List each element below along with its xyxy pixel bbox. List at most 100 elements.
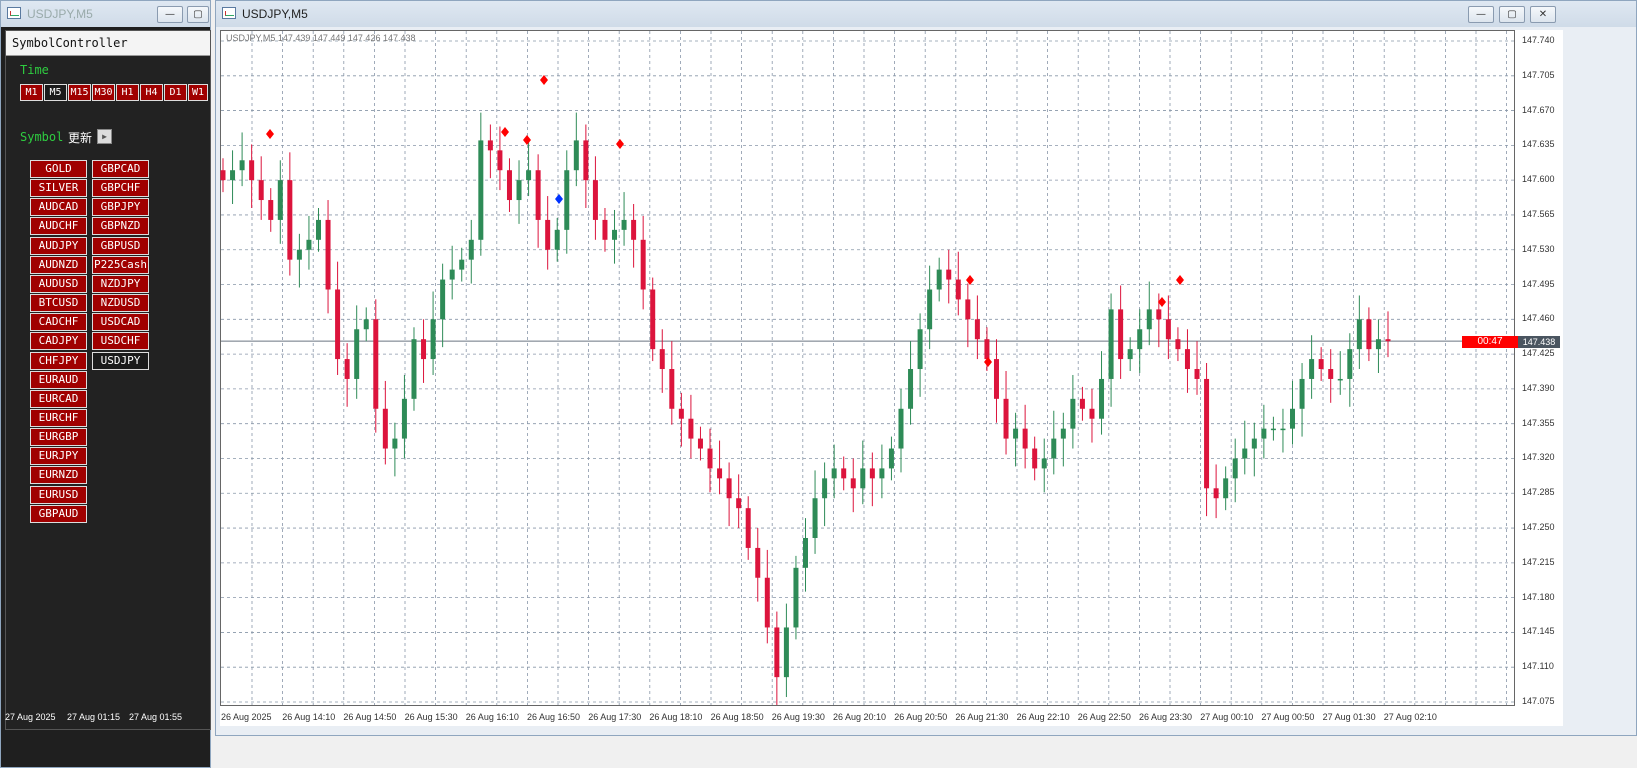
price-tick-label: 147.355	[1522, 417, 1555, 428]
symbol-button-gbpchf[interactable]: GBPCHF	[92, 179, 149, 198]
price-tick-label: 147.145	[1522, 626, 1555, 637]
timeframe-button-h4[interactable]: H4	[140, 84, 163, 101]
symbol-button-gbpjpy[interactable]: GBPJPY	[92, 198, 149, 217]
time-tick-label: 26 Aug 18:10	[649, 712, 703, 722]
symbol-button-chfjpy[interactable]: CHFJPY	[30, 351, 87, 370]
price-tick-label: 147.180	[1522, 591, 1555, 602]
symbol-controller-panel: SymbolController Time M1 M5 M15 M30 H1 H4 D1 W1…	[5, 30, 211, 730]
chart-icon	[222, 7, 236, 19]
symbol-button-audcad[interactable]: AUDCAD	[30, 198, 87, 217]
symbol-button-nzdjpy[interactable]: NZDJPY	[92, 274, 149, 293]
timeframe-button-m5[interactable]: M5	[44, 84, 67, 101]
minimize-button[interactable]: —	[157, 6, 183, 23]
symbol-button-gbpnzd[interactable]: GBPNZD	[92, 217, 149, 236]
symbol-button-eurchf[interactable]: EURCHF	[30, 408, 87, 427]
time-tick-label: 26 Aug 19:30	[771, 712, 825, 722]
time-tick-label: 26 Aug 21:30	[955, 712, 1009, 722]
time-tick-label: 27 Aug 02:10	[1383, 712, 1437, 722]
time-label: Time	[20, 63, 49, 77]
time-tick-label: 26 Aug 22:50	[1077, 712, 1131, 722]
date-label: 27 Aug 01:55	[129, 712, 183, 722]
price-tick-label: 147.635	[1522, 139, 1555, 150]
symbol-button-usdjpy[interactable]: USDJPY	[92, 351, 149, 370]
price-tick-label: 147.425	[1522, 348, 1555, 359]
symbol-button-usdcad[interactable]: USDCAD	[92, 313, 149, 332]
time-tick-label: 26 Aug 17:30	[588, 712, 642, 722]
price-tick-label: 147.495	[1522, 278, 1555, 289]
symbol-button-audnzd[interactable]: AUDNZD	[30, 255, 87, 274]
main-titlebar[interactable]: USDJPY,M5 — ▢ ✕	[216, 1, 1636, 27]
symbol-button-silver[interactable]: SILVER	[30, 179, 87, 198]
price-tick-label: 147.530	[1522, 243, 1555, 254]
time-tick-label: 26 Aug 14:10	[282, 712, 336, 722]
symbol-button-nzdusd[interactable]: NZDUSD	[92, 294, 149, 313]
chart-info-line: USDJPY,M5 147.439 147.449 147.426 147.43…	[226, 33, 416, 43]
minimize-button[interactable]: —	[1468, 6, 1494, 23]
left-titlebar[interactable]: USDJPY,M5 — ▢	[1, 1, 210, 27]
time-tick-label: 27 Aug 01:30	[1322, 712, 1376, 722]
symbol-button-p225cash[interactable]: P225Cash	[92, 255, 149, 274]
time-tick-label: 27 Aug 00:50	[1261, 712, 1315, 722]
time-tick-label: 27 Aug 00:10	[1200, 712, 1254, 722]
price-tick-label: 147.600	[1522, 174, 1555, 185]
left-window-title: USDJPY,M5	[27, 7, 93, 21]
timeframe-button-d1[interactable]: D1	[164, 84, 187, 101]
price-tick-label: 147.740	[1522, 35, 1555, 45]
maximize-button[interactable]: ▢	[1499, 6, 1525, 23]
symbol-button-audjpy[interactable]: AUDJPY	[30, 236, 87, 255]
date-label: 27 Aug 01:15	[67, 712, 121, 722]
price-tick-label: 147.320	[1522, 452, 1555, 463]
timeframe-button-w1[interactable]: W1	[188, 84, 208, 101]
time-tick-label: 26 Aug 20:10	[833, 712, 887, 722]
symbol-button-eurjpy[interactable]: EURJPY	[30, 447, 87, 466]
symbol-button-gbpcad[interactable]: GBPCAD	[92, 160, 149, 178]
price-tick-label: 147.215	[1522, 556, 1555, 567]
price-tick-label: 147.075	[1522, 696, 1555, 706]
symbol-button-cadchf[interactable]: CADCHF	[30, 313, 87, 332]
price-tick-label: 147.250	[1522, 522, 1555, 533]
time-tick-label: 26 Aug 14:50	[343, 712, 397, 722]
update-label: 更新	[68, 131, 93, 145]
symbol-button-eurusd[interactable]: EURUSD	[30, 485, 87, 504]
time-tick-label: 26 Aug 22:10	[1016, 712, 1070, 722]
chart-icon	[7, 7, 21, 19]
symbol-button-usdchf[interactable]: USDCHF	[92, 332, 149, 351]
symbol-button-audusd[interactable]: AUDUSD	[30, 274, 87, 293]
price-tick-label: 147.110	[1522, 661, 1554, 672]
price-tick-label: 147.460	[1522, 313, 1555, 324]
symbol-button-btcusd[interactable]: BTCUSD	[30, 294, 87, 313]
symbol-button-gbpaud[interactable]: GBPAUD	[30, 504, 87, 523]
symbol-button-eurcad[interactable]: EURCAD	[30, 389, 87, 408]
symbol-button-eurgbp[interactable]: EURGBP	[30, 428, 87, 447]
symbol-button-gbpusd[interactable]: GBPUSD	[92, 236, 149, 255]
timeframe-button-m15[interactable]: M15	[68, 84, 91, 101]
price-tick-label: 147.565	[1522, 208, 1555, 219]
date-label: 27 Aug 2025	[5, 712, 56, 722]
time-tick-label: 26 Aug 2025	[221, 712, 272, 722]
close-button[interactable]: ✕	[1530, 6, 1556, 23]
price-tick-label: 147.670	[1522, 104, 1555, 115]
time-tick-label: 26 Aug 15:30	[404, 712, 458, 722]
update-button[interactable]: ▶	[97, 129, 112, 144]
controller-header: SymbolController	[6, 31, 210, 56]
chart-plot-area[interactable]	[220, 30, 1515, 706]
main-window-title: USDJPY,M5	[242, 7, 308, 21]
symbol-button-gold[interactable]: GOLD	[30, 160, 87, 178]
timeframe-button-h1[interactable]: H1	[116, 84, 139, 101]
price-axis[interactable]	[1515, 30, 1563, 706]
time-tick-label: 26 Aug 18:50	[710, 712, 764, 722]
timeframe-button-m1[interactable]: M1	[20, 84, 43, 101]
current-price-label: 147.438	[1518, 336, 1560, 348]
time-axis[interactable]	[220, 706, 1563, 726]
time-tick-label: 26 Aug 23:30	[1139, 712, 1193, 722]
symbol-button-audchf[interactable]: AUDCHF	[30, 217, 87, 236]
countdown-label: 00:47	[1462, 336, 1518, 348]
time-tick-label: 26 Aug 20:50	[894, 712, 948, 722]
timeframe-button-m30[interactable]: M30	[92, 84, 115, 101]
restore-button[interactable]: ▢	[187, 6, 209, 23]
symbol-button-euraud[interactable]: EURAUD	[30, 370, 87, 389]
time-tick-label: 26 Aug 16:10	[465, 712, 519, 722]
symbol-button-cadjpy[interactable]: CADJPY	[30, 332, 87, 351]
symbol-button-eurnzd[interactable]: EURNZD	[30, 466, 87, 485]
price-tick-label: 147.705	[1522, 69, 1555, 80]
